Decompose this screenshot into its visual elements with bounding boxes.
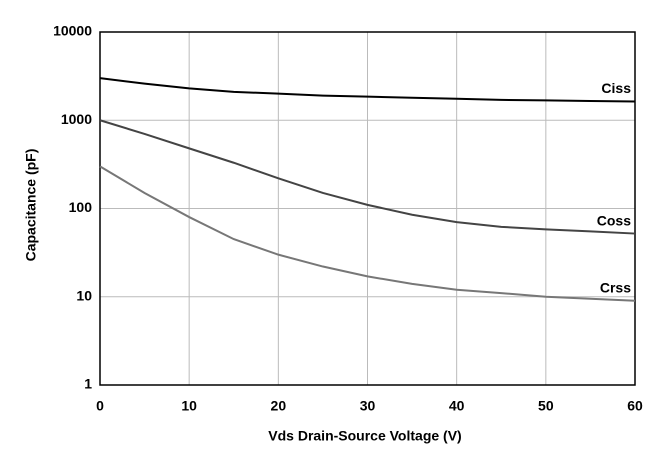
series-label: Coss — [597, 212, 631, 228]
y-tick-label: 100 — [69, 199, 93, 215]
series-line — [99, 165, 636, 302]
y-tick-label: 1 — [84, 376, 92, 392]
x-tick-label: 30 — [360, 398, 376, 414]
x-tick-label: 50 — [538, 398, 554, 414]
x-tick-label: 20 — [271, 398, 287, 414]
series-line — [99, 77, 636, 103]
y-tick-label: 10 — [76, 287, 92, 303]
series-label: Ciss — [601, 80, 631, 96]
x-tick-label: 60 — [627, 398, 643, 414]
series-label: Crss — [600, 279, 631, 295]
x-tick-label: 40 — [449, 398, 465, 414]
x-axis-label: Vds Drain-Source Voltage (V) — [268, 428, 461, 444]
series-line — [99, 119, 636, 235]
y-tick-label: 10000 — [53, 23, 92, 39]
plot-frame — [99, 31, 636, 386]
y-tick-label: 1000 — [61, 111, 92, 127]
y-axis-label: Capacitance (pF) — [23, 149, 39, 262]
x-tick-label: 10 — [181, 398, 197, 414]
x-tick-label: 0 — [96, 398, 104, 414]
